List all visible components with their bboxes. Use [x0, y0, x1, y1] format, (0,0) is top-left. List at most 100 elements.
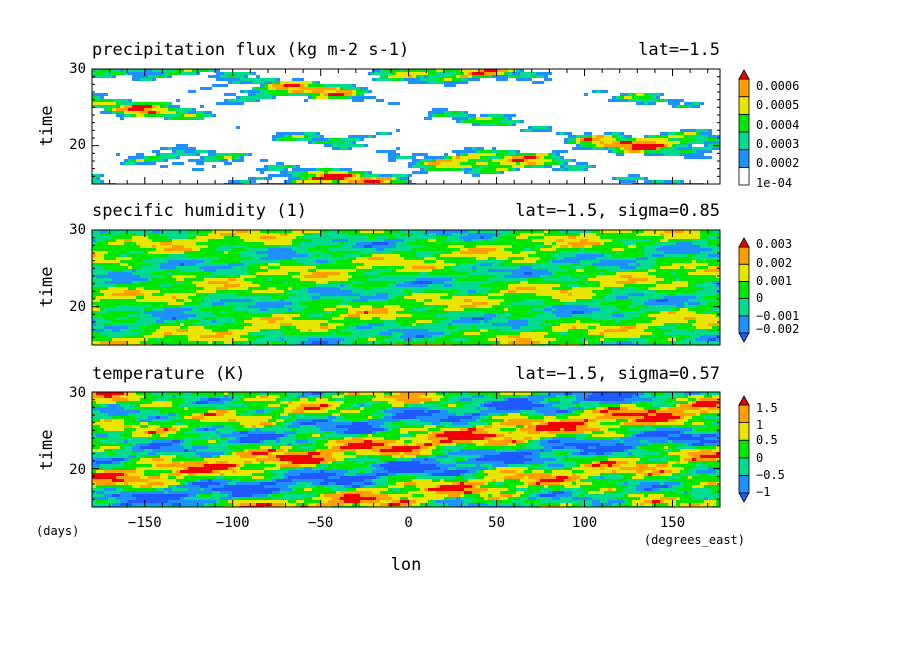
contour-cell — [480, 248, 484, 251]
contour-cell — [356, 245, 360, 248]
contour-cell — [420, 281, 424, 284]
contour-cell — [520, 278, 524, 281]
contour-cell — [656, 153, 660, 156]
contour-cell — [100, 230, 104, 233]
contour-cell — [184, 239, 188, 242]
contour-cell — [172, 105, 176, 108]
contour-cell — [356, 135, 360, 138]
contour-cell — [684, 254, 688, 257]
contour-cell — [172, 236, 176, 239]
contour-cell — [132, 266, 136, 269]
contour-cell — [424, 239, 428, 242]
contour-cell — [364, 239, 368, 242]
contour-cell — [668, 233, 672, 236]
contour-cell — [404, 233, 408, 236]
contour-cell — [420, 69, 424, 72]
contour-cell — [512, 236, 516, 239]
contour-cell — [532, 165, 536, 168]
contour-cell — [392, 180, 396, 183]
contour-cell — [260, 242, 264, 245]
contour-cell — [212, 248, 216, 251]
contour-cell — [532, 260, 536, 263]
contour-cell — [224, 275, 228, 278]
contour-cell — [516, 159, 520, 162]
contour-cell — [596, 90, 600, 93]
contour-cell — [672, 105, 676, 108]
contour-cell — [464, 114, 468, 117]
contour-cell — [556, 236, 560, 239]
contour-cell — [388, 78, 392, 81]
contour-cell — [420, 72, 424, 75]
contour-cell — [328, 144, 332, 147]
contour-cell — [296, 254, 300, 257]
contour-cell — [340, 263, 344, 266]
contour-cell — [308, 248, 312, 251]
contour-cell — [424, 257, 428, 260]
contour-cell — [688, 245, 692, 248]
contour-cell — [708, 284, 712, 287]
contour-cell — [428, 117, 432, 120]
contour-cell — [160, 269, 164, 272]
contour-cell — [716, 263, 720, 266]
contour-cell — [532, 251, 536, 254]
contour-cell — [468, 245, 472, 248]
contour-cell — [192, 168, 196, 171]
contour-cell — [224, 239, 228, 242]
contour-cell — [576, 165, 580, 168]
contour-cell — [168, 117, 172, 120]
contour-cell — [296, 78, 300, 81]
contour-cell — [148, 275, 152, 278]
contour-cell — [136, 230, 140, 233]
contour-cell — [452, 114, 456, 117]
contour-cell — [476, 230, 480, 233]
contour-cell — [652, 263, 656, 266]
contour-cell — [564, 251, 568, 254]
contour-cell — [656, 260, 660, 263]
contour-cell — [588, 165, 592, 168]
contour-cell — [276, 284, 280, 287]
contour-cell — [164, 153, 168, 156]
contour-cell — [564, 242, 568, 245]
contour-cell — [216, 245, 220, 248]
contour-cell — [444, 263, 448, 266]
contour-cell — [152, 72, 156, 75]
contour-cell — [480, 123, 484, 126]
contour-cell — [324, 278, 328, 281]
contour-cell — [356, 266, 360, 269]
contour-cell — [444, 254, 448, 257]
contour-cell — [480, 171, 484, 174]
contour-cell — [228, 272, 232, 275]
contour-cell — [244, 254, 248, 257]
contour-cell — [320, 260, 324, 263]
contour-cell — [524, 239, 528, 242]
contour-cell — [684, 105, 688, 108]
contour-cell — [520, 153, 524, 156]
contour-cell — [240, 269, 244, 272]
contour-cell — [144, 245, 148, 248]
contour-cell — [520, 275, 524, 278]
contour-cell — [184, 111, 188, 114]
contour-cell — [184, 245, 188, 248]
contour-cell — [500, 281, 504, 284]
contour-cell — [220, 156, 224, 159]
contour-cell — [332, 230, 336, 233]
contour-cell — [324, 272, 328, 275]
contour-cell — [336, 254, 340, 257]
contour-cell — [652, 251, 656, 254]
contour-cell — [644, 236, 648, 239]
contour-cell — [560, 248, 564, 251]
contour-cell — [172, 257, 176, 260]
contour-cell — [136, 242, 140, 245]
contour-cell — [640, 251, 644, 254]
contour-cell — [256, 236, 260, 239]
contour-cell — [468, 72, 472, 75]
contour-cell — [288, 272, 292, 275]
contour-cell — [452, 257, 456, 260]
contour-cell — [152, 108, 156, 111]
contour-cell — [152, 78, 156, 81]
contour-cell — [548, 153, 552, 156]
contour-cell — [368, 248, 372, 251]
contour-cell — [388, 281, 392, 284]
contour-cell — [476, 171, 480, 174]
